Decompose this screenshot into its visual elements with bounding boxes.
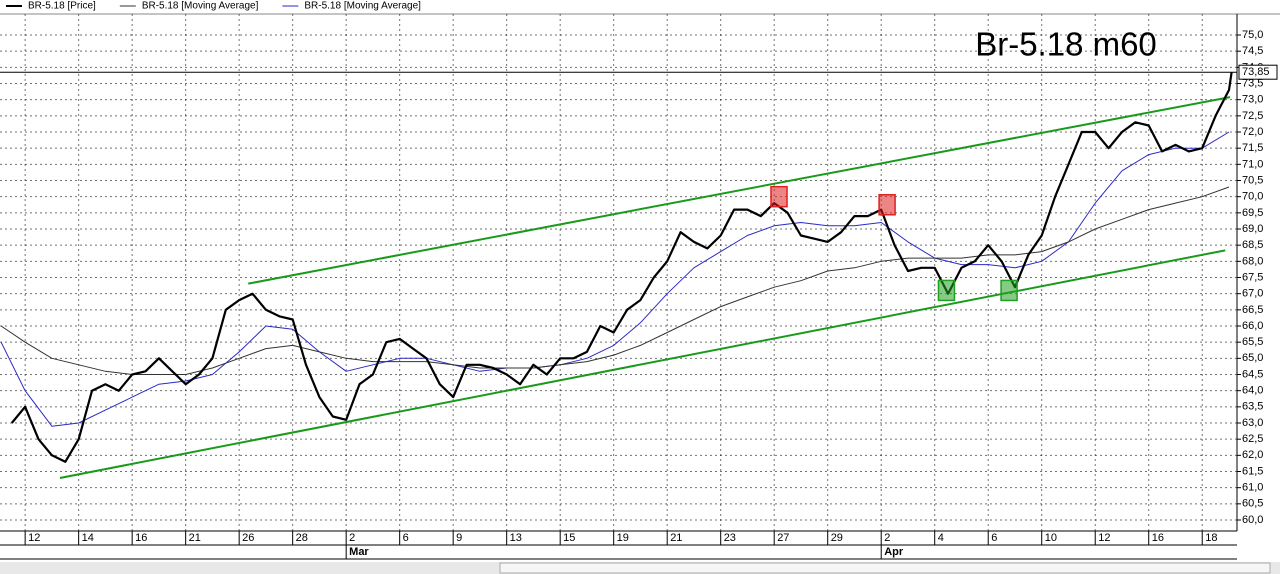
trend-line — [59, 249, 1226, 479]
x-tick-label: 18 — [1205, 532, 1217, 544]
y-tick-label: 67,5 — [1242, 271, 1263, 283]
y-tick-label: 64,5 — [1242, 368, 1263, 380]
y-tick-label: 64,0 — [1242, 385, 1263, 397]
month-label: Mar — [349, 546, 369, 558]
y-tick-label: 66,5 — [1242, 304, 1263, 316]
x-tick-label: 19 — [617, 532, 629, 544]
y-tick-label: 62,5 — [1242, 433, 1263, 445]
legend-label: BR-5.18 [Moving Average] — [142, 1, 259, 12]
x-tick-label: 6 — [403, 532, 409, 544]
last-price-box — [1238, 64, 1278, 80]
y-tick-label: 69,5 — [1242, 207, 1263, 219]
x-tick-label: 4 — [938, 532, 944, 544]
x-tick-label: 21 — [670, 532, 682, 544]
scrollbar[interactable] — [0, 562, 1280, 574]
highlight-box — [937, 279, 956, 302]
y-tick-label: 65,5 — [1242, 336, 1263, 348]
y-tick-label: 71,0 — [1242, 158, 1263, 170]
y-tick-label: 72,5 — [1242, 110, 1263, 122]
x-tick-label: 15 — [563, 532, 575, 544]
y-tick-label: 63,0 — [1242, 417, 1263, 429]
y-tick-label: 72,0 — [1242, 126, 1263, 138]
trend-line — [248, 96, 1231, 285]
x-tick-label: 16 — [1152, 532, 1164, 544]
month-label: Apr — [884, 546, 904, 558]
highlight-box — [878, 194, 896, 216]
scrollbar-thumb[interactable] — [499, 562, 1271, 574]
y-tick-label: 75,0 — [1242, 29, 1263, 41]
legend-label: BR-5.18 [Price] — [28, 1, 96, 12]
x-tick-label: 23 — [724, 532, 736, 544]
y-tick-label: 61,5 — [1242, 465, 1263, 477]
y-tick-label: 60,0 — [1242, 514, 1263, 526]
y-tick-label: 61,0 — [1242, 482, 1263, 494]
legend-label: BR-5.18 [Moving Average] — [304, 1, 421, 12]
y-tick-label: 60,5 — [1242, 498, 1263, 510]
y-tick-label: 74,5 — [1242, 45, 1263, 57]
y-tick-label: 71,5 — [1242, 142, 1263, 154]
last-price-label: 73,85 — [1242, 66, 1270, 78]
y-tick-label: 66,0 — [1242, 320, 1263, 332]
x-tick-label: 12 — [1098, 532, 1110, 544]
y-tick-label: 63,5 — [1242, 401, 1263, 413]
x-tick-label: 16 — [135, 532, 147, 544]
y-tick-label: 73,5 — [1242, 77, 1263, 89]
y-tick-label: 68,5 — [1242, 239, 1263, 251]
highlight-box — [770, 185, 788, 208]
x-tick-label: 28 — [296, 532, 308, 544]
x-tick-label: 14 — [82, 532, 94, 544]
x-tick-label: 2 — [349, 532, 355, 544]
x-tick-label: 27 — [777, 532, 789, 544]
y-tick-label: 69,0 — [1242, 223, 1263, 235]
x-tick-label: 2 — [884, 532, 890, 544]
highlight-box — [1000, 279, 1018, 302]
y-tick-label: 67,0 — [1242, 288, 1263, 300]
x-tick-label: 6 — [991, 532, 997, 544]
y-tick-label: 70,5 — [1242, 174, 1263, 186]
x-tick-label: 26 — [242, 532, 254, 544]
x-tick-label: 21 — [189, 532, 201, 544]
chart-title: Br-5.18 m60 — [975, 26, 1157, 63]
x-tick-label: 9 — [456, 532, 462, 544]
x-tick-label: 12 — [28, 532, 40, 544]
x-tick-label: 10 — [1045, 532, 1057, 544]
y-tick-label: 68,0 — [1242, 255, 1263, 267]
y-tick-label: 65,0 — [1242, 352, 1263, 364]
y-tick-label: 62,0 — [1242, 449, 1263, 461]
y-tick-label: 70,0 — [1242, 191, 1263, 203]
x-tick-label: 29 — [831, 532, 843, 544]
y-tick-label: 73,0 — [1242, 94, 1263, 106]
x-tick-label: 13 — [510, 532, 522, 544]
series-line — [10, 72, 1233, 463]
